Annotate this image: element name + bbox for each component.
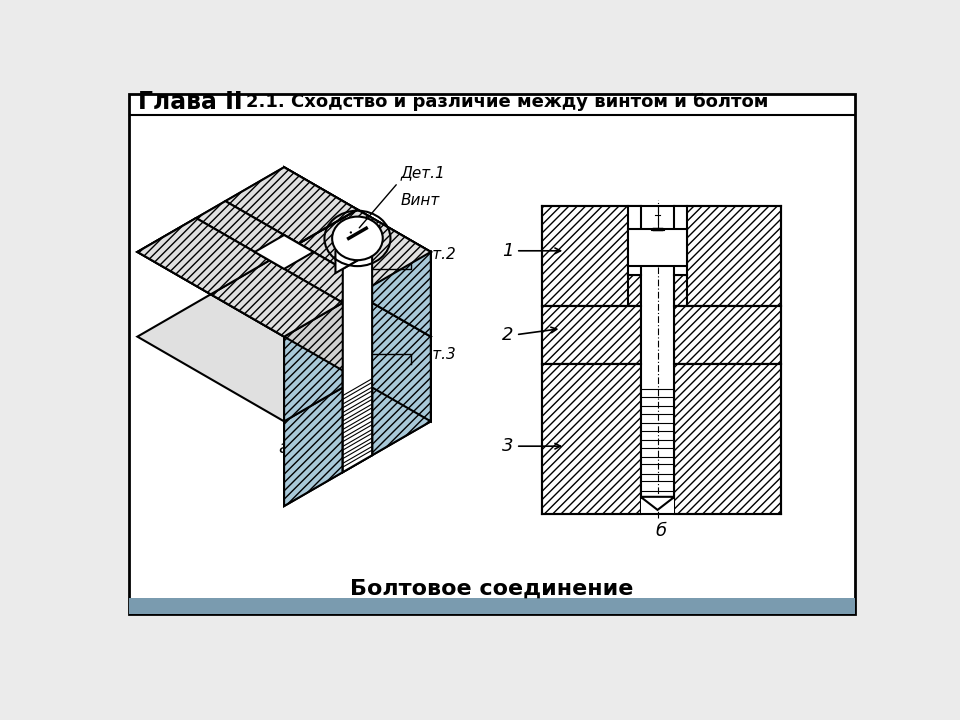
Ellipse shape	[349, 231, 352, 233]
Bar	[542, 306, 640, 364]
Polygon shape	[137, 218, 270, 294]
Bar	[129, 598, 855, 614]
Polygon shape	[284, 167, 431, 337]
Bar	[675, 206, 780, 306]
Bar	[675, 275, 686, 306]
Polygon shape	[284, 252, 357, 379]
Bar	[542, 206, 640, 306]
Polygon shape	[211, 261, 270, 294]
Polygon shape	[343, 371, 372, 472]
Polygon shape	[343, 252, 372, 472]
Polygon shape	[137, 252, 431, 421]
Bar	[542, 364, 640, 514]
Text: Дет.1: Дет.1	[400, 166, 445, 180]
Polygon shape	[211, 261, 343, 337]
Polygon shape	[226, 167, 357, 243]
Polygon shape	[137, 218, 270, 294]
Polygon shape	[284, 252, 431, 421]
Text: Дет.2: Дет.2	[411, 246, 456, 261]
Text: Винт: Винт	[400, 193, 440, 207]
Bar	[640, 364, 675, 514]
Polygon shape	[343, 286, 372, 387]
Bar	[628, 275, 640, 306]
Polygon shape	[137, 167, 431, 337]
Bar	[675, 306, 780, 364]
Ellipse shape	[332, 217, 383, 260]
Polygon shape	[640, 497, 675, 510]
Polygon shape	[284, 252, 431, 421]
Polygon shape	[196, 201, 299, 261]
Polygon shape	[211, 261, 343, 337]
Polygon shape	[372, 337, 431, 455]
Bar	[628, 229, 686, 266]
Polygon shape	[372, 252, 431, 371]
Text: б: б	[656, 522, 667, 540]
Bar	[675, 364, 780, 514]
Polygon shape	[284, 387, 343, 506]
Polygon shape	[284, 167, 357, 294]
Text: Глава II: Глава II	[138, 90, 243, 114]
Polygon shape	[335, 225, 379, 273]
Polygon shape	[270, 243, 372, 303]
Text: а: а	[278, 439, 290, 457]
Polygon shape	[299, 210, 431, 286]
Text: 3: 3	[502, 437, 514, 455]
Text: 1: 1	[502, 242, 514, 260]
Polygon shape	[211, 210, 357, 294]
Text: Болтовое соединение: Болтовое соединение	[350, 578, 634, 598]
Text: 2.1. Сходство и различие между винтом и болтом: 2.1. Сходство и различие между винтом и …	[246, 93, 768, 111]
Polygon shape	[284, 337, 431, 506]
Text: 2: 2	[502, 325, 514, 343]
Bar	[628, 206, 686, 275]
Polygon shape	[357, 294, 431, 421]
Bar	[640, 206, 675, 306]
Text: Дет.3: Дет.3	[411, 346, 456, 361]
Polygon shape	[357, 210, 431, 337]
Bar	[640, 306, 675, 364]
Polygon shape	[284, 303, 343, 421]
Polygon shape	[254, 235, 314, 269]
